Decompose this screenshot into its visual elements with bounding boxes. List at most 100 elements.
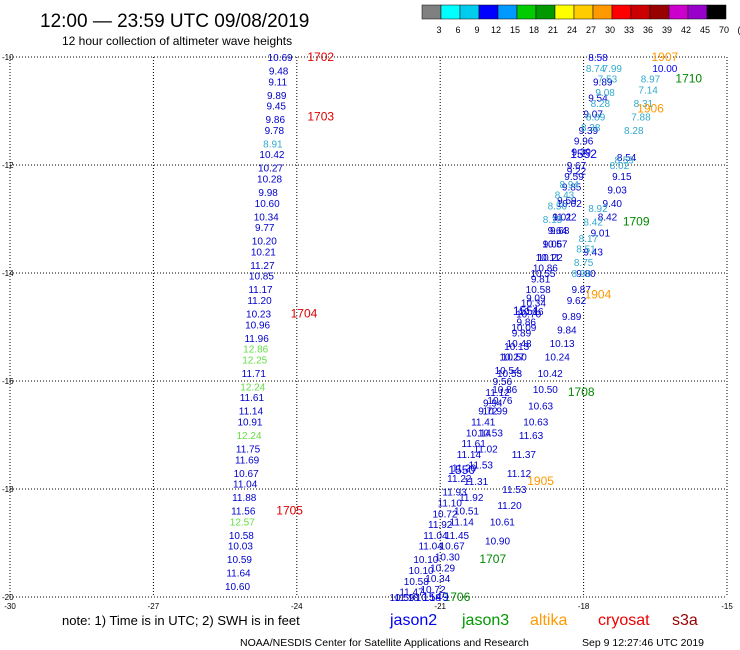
swh-value: 9.98 bbox=[258, 188, 278, 199]
swh-value: 9.56 bbox=[493, 377, 513, 388]
swh-value: 8.15 bbox=[543, 215, 563, 226]
legend-label: 70 bbox=[719, 25, 729, 35]
legend-label: 15 bbox=[510, 25, 520, 35]
swh-value: 11.37 bbox=[512, 450, 537, 461]
swh-value: 11.10 bbox=[438, 499, 463, 510]
swh-value: 10.42 bbox=[259, 150, 284, 161]
swh-value: 9.62 bbox=[567, 296, 587, 307]
swh-value: 11.20 bbox=[452, 463, 477, 474]
swh-value: 9.77 bbox=[255, 223, 275, 234]
swh-value: 12.24 bbox=[240, 382, 265, 393]
swh-value: 8.42 bbox=[583, 218, 603, 229]
credit-line: NOAA/NESDIS Center for Satellite Applica… bbox=[240, 637, 529, 649]
swh-value: 10.61 bbox=[490, 517, 515, 528]
legend-label: 9 bbox=[474, 25, 479, 35]
swh-value: 11.93 bbox=[442, 488, 467, 499]
satellite-legend: jason2 jason3 altika cryosat s3a bbox=[389, 612, 698, 629]
swh-value: 8.75 bbox=[574, 258, 594, 269]
swh-value: 10.22 bbox=[538, 253, 563, 264]
timestamp: Sep 9 12:27:46 UTC 2019 bbox=[582, 637, 704, 649]
swh-value: 9.89 bbox=[593, 77, 613, 88]
legend-label: 21 bbox=[548, 25, 558, 35]
legend-label: 45 bbox=[700, 25, 710, 35]
swh-value: 10.10 bbox=[409, 566, 434, 577]
swh-value: 10.72 bbox=[432, 509, 457, 520]
swh-value: 11.71 bbox=[242, 369, 267, 380]
swh-value: 9.59 bbox=[557, 196, 577, 207]
swh-value: 9.89 bbox=[512, 328, 532, 339]
legend-label: 39 bbox=[662, 25, 672, 35]
pass-time-label: 1702 bbox=[307, 50, 334, 64]
legend-swatch bbox=[668, 4, 689, 20]
swh-value: 11.63 bbox=[519, 431, 544, 442]
swh-value: 7.14 bbox=[638, 85, 658, 96]
swh-value: 8.31 bbox=[634, 99, 654, 110]
swh-value: 8.98 bbox=[571, 269, 591, 280]
swh-value: 8.58 bbox=[588, 53, 608, 64]
swh-value: 10.76 bbox=[487, 396, 512, 407]
swh-value: 9.67 bbox=[567, 161, 587, 172]
swh-value: 10.53 bbox=[478, 428, 503, 439]
swh-value: 7.53 bbox=[598, 75, 618, 86]
swh-value: 11.22 bbox=[552, 212, 577, 223]
swh-value: 10.30 bbox=[435, 553, 460, 564]
swh-value: 8.54 bbox=[617, 153, 637, 164]
swh-value: 11.04 bbox=[233, 480, 258, 491]
swh-value: 9.01 bbox=[591, 229, 611, 240]
swh-value: 7.88 bbox=[631, 112, 651, 123]
swh-value: 11.12 bbox=[485, 388, 510, 399]
swh-value: 8.28 bbox=[624, 126, 644, 137]
x-tick-label: -27 bbox=[148, 602, 160, 611]
swh-value: 10.72 bbox=[421, 585, 446, 596]
y-tick-label: -10 bbox=[2, 53, 14, 62]
swh-value: 8.43 bbox=[555, 191, 575, 202]
swh-value: 11.96 bbox=[244, 334, 269, 345]
swh-value: 10.34 bbox=[521, 299, 546, 310]
swh-value: 11.17 bbox=[248, 285, 273, 296]
y-tick-label: -18 bbox=[2, 485, 14, 494]
swh-value: 10.55 bbox=[530, 269, 555, 280]
swh-value: 9.89 bbox=[267, 91, 287, 102]
swh-value: 10.48 bbox=[507, 339, 532, 350]
swh-value: 9.06 bbox=[543, 239, 563, 250]
swh-value: 9.86 bbox=[266, 115, 286, 126]
swh-value: 10.42 bbox=[538, 369, 563, 380]
swh-value: 10.58 bbox=[229, 531, 254, 542]
pass-time-label: 1904 bbox=[585, 288, 612, 302]
swh-value: 10.18 bbox=[416, 593, 441, 604]
swh-value: 11.04 bbox=[423, 531, 448, 542]
swh-value: 9.15 bbox=[612, 172, 632, 183]
swh-value: 10.86 bbox=[492, 385, 517, 396]
page-subtitle: 12 hour collection of altimeter wave hei… bbox=[62, 34, 292, 48]
swh-value: 10.91 bbox=[237, 418, 262, 429]
pass-time-label: 1708 bbox=[568, 385, 595, 399]
swh-value: 10.11 bbox=[536, 253, 561, 264]
pass-time-label: 1552 bbox=[570, 147, 597, 161]
swh-value: 11.04 bbox=[418, 542, 443, 553]
swh-value: 11.56 bbox=[231, 507, 256, 518]
axes: -10 -12 -14 -16 -18 -20-30 -27 -24 -21 -18 -15 bbox=[2, 53, 733, 611]
swh-value: 11.41 bbox=[471, 418, 496, 429]
swh-value: 10.23 bbox=[246, 310, 271, 321]
y-tick-label: -16 bbox=[2, 377, 14, 386]
legend-swatch bbox=[592, 4, 613, 20]
pass-time-label: 1907 bbox=[652, 50, 679, 64]
swh-value: 9.07 bbox=[583, 110, 603, 121]
swh-value: 10.28 bbox=[257, 175, 282, 186]
swh-value: 10.51 bbox=[454, 507, 479, 518]
swh-value: 9.84 bbox=[557, 326, 577, 337]
swh-value: 11.69 bbox=[235, 455, 260, 466]
swh-value: 11.45 bbox=[445, 531, 470, 542]
y-tick-label: -20 bbox=[2, 593, 14, 602]
swh-value: 11.27 bbox=[250, 261, 275, 272]
legend-label: 6 bbox=[455, 25, 460, 35]
swh-value: 8.38 bbox=[581, 123, 601, 134]
swh-value: 9.81 bbox=[531, 274, 551, 285]
swh-value: 11.47 bbox=[399, 588, 424, 599]
legend-label: 30 bbox=[605, 25, 615, 35]
swh-value: 8.50 bbox=[548, 202, 568, 213]
y-tick-label: -14 bbox=[2, 269, 14, 278]
swh-value: 7.99 bbox=[603, 64, 623, 75]
swh-value: 10.58 bbox=[404, 577, 429, 588]
legend-label: 24 bbox=[567, 25, 577, 35]
